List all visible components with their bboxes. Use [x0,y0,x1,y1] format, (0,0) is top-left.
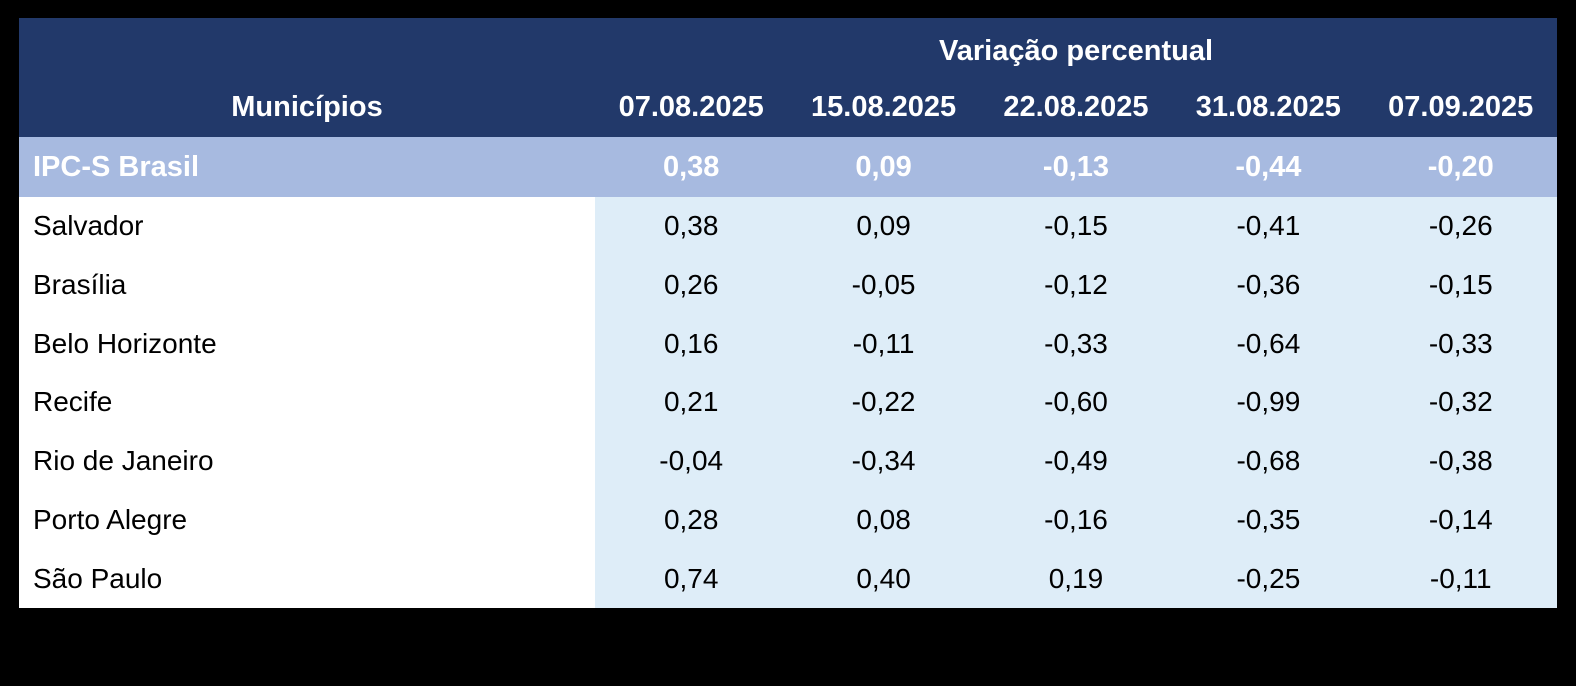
value-cell: -0,33 [1364,314,1557,374]
value-cell: 0,09 [855,150,912,183]
table-header: Variação percentual Municípios 07.08.202… [19,18,1557,137]
value-cell: -0,34 [787,431,980,491]
value-cell: -0,60 [979,373,1173,432]
column-header-date: 22.08.2025 [1003,90,1149,123]
value-cell: 0,28 [595,490,788,550]
row-label-cell: IPC-S Brasil [33,150,199,183]
row-label-cell: Belo Horizonte [19,314,595,374]
value-cell: 0,09 [787,197,980,256]
value-cell: 0,38 [662,150,720,183]
column-header-date: 07.09.2025 [1388,90,1534,123]
column-header-date: 07.08.2025 [618,90,764,123]
value-cell: -0,04 [595,431,788,491]
table-row-ipcs-brasil: IPC-S Brasil 0,38 0,09 -0,13 -0,44 -0,20 [19,137,1557,197]
value-cell: 0,38 [595,197,788,256]
value-cell: -0,32 [1364,373,1557,432]
value-cell: -0,44 [1235,150,1302,183]
value-cell: -0,26 [1364,197,1557,256]
value-cell: -0,11 [787,314,980,374]
value-cell: -0,12 [979,255,1173,315]
group-header-variacao-percentual: Variação percentual [938,35,1214,67]
row-label-cell: Rio de Janeiro [19,431,595,491]
value-cell: -0,22 [787,373,980,432]
value-cell: 0,16 [595,314,788,374]
value-cell: -0,49 [979,431,1173,491]
value-cell: -0,41 [1172,197,1365,256]
table-row-rio-de-janeiro: Rio de Janeiro -0,04 -0,34 -0,49 -0,68 -… [19,431,1557,491]
value-cell: -0,14 [1364,490,1557,550]
value-cell: -0,99 [1172,373,1365,432]
value-cell: -0,15 [1364,255,1557,315]
value-cell: -0,64 [1172,314,1365,374]
value-cell: -0,35 [1172,490,1365,550]
row-label-cell: Salvador [19,197,595,256]
value-cell: -0,16 [979,490,1173,550]
column-header-date: 15.08.2025 [811,90,957,123]
row-label-cell: Porto Alegre [19,490,595,550]
value-cell: -0,05 [787,255,980,315]
header-spacer [19,18,595,77]
table-row-brasilia: Brasília 0,26 -0,05 -0,12 -0,36 -0,15 [19,255,1557,315]
value-cell: 0,74 [595,549,788,608]
row-label-cell: Recife [19,373,595,432]
column-header-municipios: Municípios [231,90,383,123]
value-cell: -0,20 [1427,150,1494,183]
value-cell: -0,36 [1172,255,1365,315]
value-cell: -0,68 [1172,431,1365,491]
value-cell: 0,40 [787,549,980,608]
column-header-date: 31.08.2025 [1195,90,1341,123]
row-label-cell: Brasília [19,255,595,315]
table-row-porto-alegre: Porto Alegre 0,28 0,08 -0,16 -0,35 -0,14 [19,490,1557,550]
value-cell: -0,13 [1042,150,1110,183]
table-row-sao-paulo: São Paulo 0,74 0,40 0,19 -0,25 -0,11 [19,549,1557,608]
table-row-recife: Recife 0,21 -0,22 -0,60 -0,99 -0,32 [19,373,1557,432]
value-cell: -0,38 [1364,431,1557,491]
value-cell: 0,26 [595,255,788,315]
value-cell: 0,19 [979,549,1173,608]
value-cell: 0,08 [787,490,980,550]
table-row-belo-horizonte: Belo Horizonte 0,16 -0,11 -0,33 -0,64 -0… [19,314,1557,374]
ipcs-variation-table: Variação percentual Municípios 07.08.202… [19,18,1557,608]
value-cell: -0,25 [1172,549,1365,608]
value-cell: -0,33 [979,314,1173,374]
value-cell: 0,21 [595,373,788,432]
table-row-salvador: Salvador 0,38 0,09 -0,15 -0,41 -0,26 [19,197,1557,256]
value-cell: -0,11 [1364,549,1557,608]
row-label-cell: São Paulo [19,549,595,608]
value-cell: -0,15 [979,197,1173,256]
